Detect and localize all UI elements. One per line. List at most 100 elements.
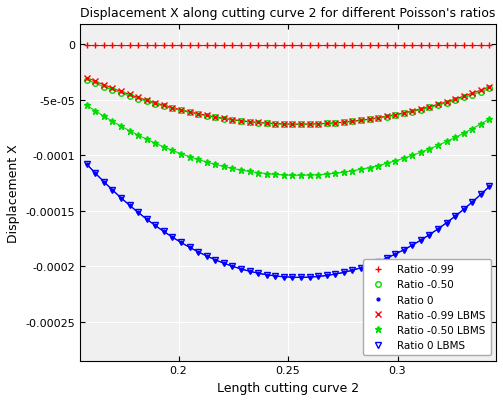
Ratio -0.50 LBMS [255,171,261,176]
Ratio -0.99 LBMS [221,117,227,122]
Ratio -0.99 [187,44,193,49]
Ratio -0.99 LBMS [298,122,304,127]
Ratio -0.99 LBMS [392,113,398,118]
Line: Ratio 0: Ratio 0 [84,162,492,280]
Ratio -0.99 LBMS [212,115,218,120]
Ratio 0 [161,229,167,234]
Ratio 0 [384,256,390,261]
Ratio -0.50 LBMS [272,172,278,177]
Ratio -0.50 LBMS [452,136,458,140]
Line: Ratio -0.99: Ratio -0.99 [83,43,493,50]
Ratio -0.99 LBMS [92,80,98,85]
Ratio 0 LBMS [272,274,278,279]
Ratio -0.99 LBMS [281,122,287,127]
Ratio -0.99 [212,44,218,49]
Ratio -0.99 LBMS [264,122,270,126]
Ratio 0 LBMS [486,184,492,189]
Ratio -0.50 LBMS [118,124,124,129]
Ratio -0.99 [375,44,381,49]
Ratio -0.99 LBMS [478,88,484,93]
Ratio 0 [212,258,218,263]
Ratio -0.50 LBMS [246,170,253,174]
Ratio 0 LBMS [350,268,356,273]
Ratio -0.99 LBMS [375,116,381,121]
Ratio -0.99 LBMS [144,99,150,103]
Ratio 0 [264,273,270,277]
Ratio -0.99 [469,44,475,49]
Ratio 0 [255,271,261,276]
Ratio 0 [409,243,415,248]
Ratio -0.99 [392,44,398,49]
Ratio 0 [170,235,176,240]
Ratio -0.99 LBMS [401,111,407,116]
Ratio -0.50 [161,105,167,109]
Ratio -0.99 [367,44,373,49]
Ratio 0 [92,171,98,176]
Ratio 0 [461,207,467,212]
Ratio -0.99 LBMS [341,120,347,125]
Ratio 0 LBMS [255,271,261,276]
Ratio -0.99 [144,44,150,49]
Ratio 0 [478,192,484,197]
Ratio -0.50 [178,109,184,113]
Ratio -0.50 LBMS [152,142,158,146]
Ratio -0.50 LBMS [83,103,90,108]
Ratio -0.50 LBMS [144,138,150,142]
Ratio 0 [101,180,107,184]
Ratio 0 LBMS [332,272,338,277]
Ratio -0.50 LBMS [101,114,107,119]
Ratio 0 [418,238,424,243]
Ratio -0.50 [118,91,124,96]
Ratio 0 [315,274,321,279]
Ratio -0.99 LBMS [332,121,338,126]
Ratio -0.50 [109,88,115,93]
Ratio -0.99 LBMS [238,119,244,124]
Ratio -0.99 LBMS [195,112,201,117]
Ratio -0.50 LBMS [306,173,312,178]
Ratio -0.99 [246,44,253,49]
Ratio -0.99 [486,44,492,49]
Ratio -0.99 [315,44,321,49]
Ratio -0.50 LBMS [238,168,244,173]
Ratio 0 LBMS [367,263,373,267]
Ratio -0.99 [109,44,115,49]
Ratio -0.99 LBMS [427,105,433,110]
Ratio -0.50 LBMS [486,117,492,122]
Ratio 0 LBMS [204,254,210,259]
Ratio 0 LBMS [469,200,475,205]
Ratio -0.99 LBMS [170,106,176,111]
Ratio -0.99 [178,44,184,49]
Ratio -0.99 [358,44,364,49]
Ratio 0 LBMS [101,180,107,184]
Ratio -0.99 [229,44,235,49]
Ratio -0.99 [341,44,347,49]
Ratio -0.99 LBMS [358,119,364,124]
Ratio 0 LBMS [152,223,158,228]
Ratio -0.99 LBMS [246,120,253,125]
Ratio 0 LBMS [427,233,433,237]
Ratio -0.50 [187,111,193,115]
Ratio -0.50 [289,122,295,127]
Ratio 0 [289,275,295,280]
Ratio -0.50 LBMS [350,169,356,174]
Y-axis label: Displacement X: Displacement X [7,144,20,242]
Ratio 0 LBMS [161,229,167,234]
Ratio 0 [323,273,329,278]
Ratio -0.50 [92,82,98,87]
Ratio -0.50 [409,110,415,115]
Title: Displacement X along cutting curve 2 for different Poisson's ratios: Displacement X along cutting curve 2 for… [80,7,496,20]
Ratio -0.99 [127,44,133,49]
Ratio -0.99 [281,44,287,49]
Ratio -0.50 LBMS [264,172,270,176]
Ratio -0.99 LBMS [418,107,424,112]
Ratio -0.50 LBMS [358,168,364,172]
Ratio -0.50 [486,87,492,92]
Ratio -0.99 [204,44,210,49]
Ratio 0 [238,267,244,271]
Ratio -0.99 LBMS [118,90,124,95]
Ratio -0.50 [306,122,312,127]
Ratio 0 [204,254,210,259]
Ratio -0.99 LBMS [178,108,184,113]
Ratio -0.99 [289,44,295,49]
Ratio 0 [332,272,338,277]
